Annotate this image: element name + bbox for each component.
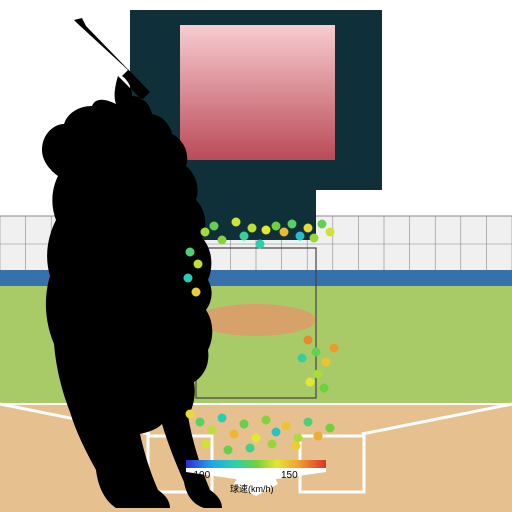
- pitch-point: [262, 226, 271, 235]
- pitch-point: [240, 232, 249, 241]
- pitch-point: [232, 218, 241, 227]
- pitch-point: [196, 418, 205, 427]
- pitch-point: [322, 358, 331, 367]
- pitch-point: [306, 378, 315, 387]
- pitch-point: [230, 430, 239, 439]
- pitch-point: [202, 440, 211, 449]
- legend-tick: 100: [194, 470, 211, 481]
- pitch-point: [218, 414, 227, 423]
- pitch-point: [184, 274, 193, 283]
- pitch-point: [288, 220, 297, 229]
- pitch-point: [314, 370, 323, 379]
- pitch-point: [186, 410, 195, 419]
- pitch-point: [186, 248, 195, 257]
- pitch-point: [268, 440, 277, 449]
- pitch-point: [304, 336, 313, 345]
- pitch-point: [314, 432, 323, 441]
- pitch-point: [326, 228, 335, 237]
- pitch-point: [240, 420, 249, 429]
- pitch-point: [326, 424, 335, 433]
- pitch-point: [194, 260, 203, 269]
- legend-tick: 150: [281, 470, 298, 481]
- pitch-point: [256, 240, 265, 249]
- pitch-point: [201, 228, 210, 237]
- pitch-point: [272, 428, 281, 437]
- pitch-point: [210, 222, 219, 231]
- legend-label: 球速(km/h): [230, 482, 274, 495]
- pitch-point: [192, 288, 201, 297]
- pitch-point: [280, 228, 289, 237]
- pitch-point: [310, 234, 319, 243]
- pitch-point: [320, 384, 329, 393]
- pitch-point: [304, 224, 313, 233]
- pitch-point: [252, 434, 261, 443]
- pitch-point: [208, 426, 217, 435]
- pitch-point: [298, 354, 307, 363]
- pitch-point: [330, 344, 339, 353]
- pitch-point: [318, 220, 327, 229]
- pitch-point: [246, 444, 255, 453]
- pitch-point: [292, 442, 301, 451]
- pitch-point: [224, 446, 233, 455]
- pitch-points-layer: [0, 0, 512, 512]
- pitch-point: [304, 418, 313, 427]
- pitch-point: [312, 348, 321, 357]
- pitch-point: [248, 224, 257, 233]
- pitch-point: [296, 232, 305, 241]
- pitch-point: [282, 422, 291, 431]
- pitch-point: [262, 416, 271, 425]
- pitch-point: [218, 236, 227, 245]
